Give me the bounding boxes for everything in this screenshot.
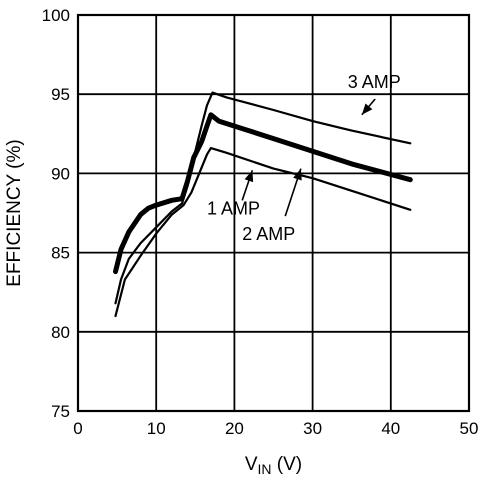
annotation-arrowhead-2-amp [293, 168, 302, 181]
x-tick-label: 0 [73, 419, 82, 438]
grid-lines [78, 15, 469, 411]
y-tick-label: 95 [51, 85, 70, 104]
series-line-2-amp [113, 112, 413, 275]
y-tick-label: 100 [42, 6, 70, 25]
y-tick-label: 90 [51, 164, 70, 183]
annotation-label-2-amp: 2 AMP [242, 224, 295, 244]
plot-frame [76, 13, 471, 413]
annotation-arrowhead-3-amp [361, 103, 373, 115]
y-tick-label: 75 [51, 402, 70, 421]
series-line-3-amp [114, 91, 412, 305]
annotation-label-3-amp: 3 AMP [348, 72, 401, 92]
x-tick-label: 10 [147, 419, 166, 438]
x-axis-title-subscript: IN [258, 461, 272, 477]
annotation-arrowhead-1-amp [244, 170, 254, 183]
x-tick-labels: 0 10 20 30 40 50 [73, 419, 478, 438]
x-tick-label: 50 [460, 419, 479, 438]
x-axis-title: VIN (V) [245, 454, 302, 477]
x-axis-title-main: V [245, 454, 258, 475]
x-tick-label: 20 [225, 419, 244, 438]
y-axis-title: EFFICIENCY (%) [4, 139, 25, 286]
y-tick-labels: 75 80 85 90 95 100 [42, 6, 70, 421]
x-axis-title-unit: (V) [272, 454, 303, 475]
x-tick-label: 30 [303, 419, 322, 438]
y-tick-label: 85 [51, 244, 70, 263]
x-tick-label: 40 [381, 419, 400, 438]
annotation-label-1-amp: 1 AMP [207, 199, 260, 219]
y-tick-label: 80 [51, 323, 70, 342]
series-lines [113, 91, 413, 318]
annotations: 3 AMP 1 AMP 2 AMP [207, 72, 401, 244]
